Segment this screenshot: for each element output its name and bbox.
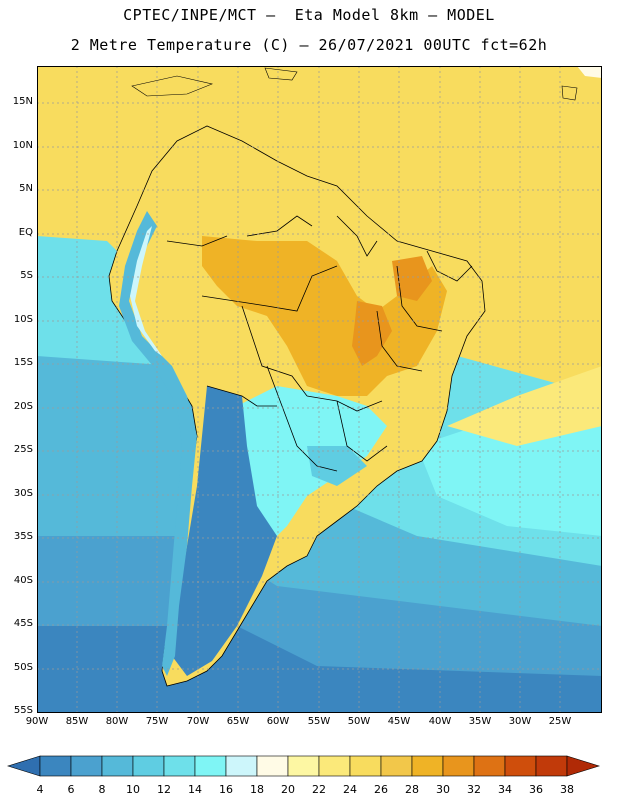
northeast-hot-region: [392, 256, 432, 301]
colorbar-swatch: [287, 755, 320, 777]
lat-label-eq: EQ: [18, 227, 33, 238]
lat-label-25s: 25S: [13, 444, 33, 455]
colorbar-swatch: [132, 755, 165, 777]
colorbar-swatch: [442, 755, 475, 777]
colorbar-swatch: [349, 755, 382, 777]
lat-label-5n: 5N: [19, 183, 33, 194]
graticule: [37, 66, 602, 713]
lon-label-80w: 80W: [105, 716, 129, 727]
colorbar-tick-label: 8: [98, 783, 106, 796]
colorbar-tick-label: 34: [498, 783, 512, 796]
hispaniola-island: [264, 67, 298, 81]
colorbar-tick-label: 24: [343, 783, 357, 796]
colorbar-swatch: [70, 755, 103, 777]
lat-label-40s: 40S: [13, 575, 33, 586]
colorbar-tick-label: 10: [126, 783, 140, 796]
colorbar-tick-label: 16: [219, 783, 233, 796]
lon-label-40w: 40W: [428, 716, 452, 727]
country-borders: [166, 215, 473, 472]
map-frame: [37, 66, 602, 713]
map-title: CPTEC/INPE/MCT – Eta Model 8km – MODEL: [123, 6, 495, 24]
lat-label-10s: 10S: [13, 314, 33, 325]
cerrado-hottest-region: [352, 301, 392, 366]
lon-label-55w: 55W: [307, 716, 331, 727]
colorbar-tick-label: 12: [157, 783, 171, 796]
colorbar-swatch: [225, 755, 258, 777]
lat-label-30s: 30S: [13, 488, 33, 499]
colorbar-swatch: [535, 755, 568, 777]
lon-label-75w: 75W: [145, 716, 169, 727]
amazon-hot-region: [202, 236, 447, 396]
colorbar-tick-label: 28: [405, 783, 419, 796]
colorbar-swatch: [163, 755, 196, 777]
colorbar: [6, 755, 601, 777]
colorbar-tick-label: 32: [467, 783, 481, 796]
lon-label-35w: 35W: [468, 716, 492, 727]
lat-label-55s: 55S: [13, 705, 33, 716]
colorbar-tick-label: 18: [250, 783, 264, 796]
lat-label-45s: 45S: [13, 618, 33, 629]
lat-label-35s: 35S: [13, 531, 33, 542]
colorbar-tick-label: 36: [529, 783, 543, 796]
lat-label-50s: 50S: [13, 662, 33, 673]
colorbar-tick-label: 20: [281, 783, 295, 796]
atlantic-warm-patch: [577, 66, 602, 78]
lon-label-85w: 85W: [65, 716, 89, 727]
colorbar-swatch: [473, 755, 506, 777]
south-mild-region: [227, 386, 387, 546]
atlantic-warm-band: [447, 366, 602, 446]
lat-label-10n: 10N: [12, 140, 33, 151]
andes-highland-band: [130, 226, 162, 356]
colorbar-swatch: [256, 755, 289, 777]
lon-label-30w: 30W: [508, 716, 532, 727]
colorbar-tick-label: 22: [312, 783, 326, 796]
lon-label-70w: 70W: [186, 716, 210, 727]
lon-label-60w: 60W: [266, 716, 290, 727]
colorbar-swatch: [39, 755, 72, 777]
colorbar-swatch: [318, 755, 351, 777]
map-subtitle: 2 Metre Temperature (C) – 26/07/2021 00U…: [70, 36, 548, 54]
colorbar-swatch: [194, 755, 227, 777]
colorbar-swatch: [380, 755, 413, 777]
colorbar-swatch: [101, 755, 134, 777]
lat-label-15n: 15N: [12, 96, 33, 107]
colorbar-swatch: [504, 755, 537, 777]
lesser-antilles-islands: [561, 85, 578, 101]
patagonia-cold-region: [172, 386, 277, 676]
lon-label-65w: 65W: [226, 716, 250, 727]
colorbar-tick-label: 6: [67, 783, 75, 796]
colorbar-arrow-low: [6, 755, 41, 777]
temperature-map: [37, 66, 602, 713]
colorbar-swatches: [6, 755, 601, 777]
colorbar-tick-label: 14: [188, 783, 202, 796]
colorbar-arrow-high: [566, 755, 601, 777]
lat-label-15s: 15S: [13, 357, 33, 368]
pampa-cool-region: [307, 446, 367, 486]
lon-label-50w: 50W: [347, 716, 371, 727]
colorbar-tick-label: 38: [560, 783, 574, 796]
lon-label-45w: 45W: [387, 716, 411, 727]
colorbar-tick-label: 30: [436, 783, 450, 796]
colorbar-tick-label: 26: [374, 783, 388, 796]
lon-label-90w: 90W: [25, 716, 49, 727]
caribbean-coast: [131, 75, 214, 97]
lat-label-5s: 5S: [20, 270, 33, 281]
colorbar-swatch: [411, 755, 444, 777]
lat-label-20s: 20S: [13, 401, 33, 412]
lon-label-25w: 25W: [548, 716, 572, 727]
colorbar-tick-label: 4: [36, 783, 44, 796]
